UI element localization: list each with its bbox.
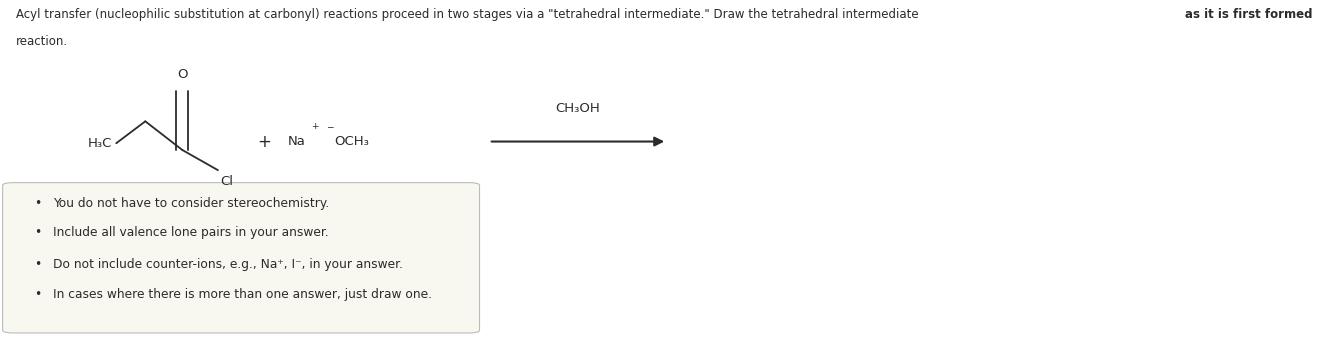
- Text: •: •: [34, 226, 41, 239]
- Text: CH₃OH: CH₃OH: [555, 101, 600, 115]
- Text: reaction.: reaction.: [16, 35, 67, 49]
- Text: +: +: [310, 122, 318, 131]
- Text: Acyl transfer (nucleophilic substitution at carbonyl) reactions proceed in two s: Acyl transfer (nucleophilic substitution…: [16, 8, 922, 22]
- Text: Na: Na: [288, 135, 306, 148]
- Text: In cases where there is more than one answer, just draw one.: In cases where there is more than one an…: [53, 288, 432, 301]
- Text: as it is first formed: as it is first formed: [1185, 8, 1313, 22]
- Text: OCH₃: OCH₃: [334, 135, 369, 148]
- Text: •: •: [34, 288, 41, 301]
- Text: +: +: [258, 132, 271, 151]
- Text: −: −: [326, 122, 334, 131]
- Text: •: •: [34, 197, 41, 210]
- Text: Cl: Cl: [221, 175, 234, 188]
- Text: You do not have to consider stereochemistry.: You do not have to consider stereochemis…: [53, 197, 329, 210]
- Text: Do not include counter-ions, e.g., Na⁺, I⁻, in your answer.: Do not include counter-ions, e.g., Na⁺, …: [53, 258, 403, 271]
- FancyBboxPatch shape: [3, 183, 480, 333]
- Text: Include all valence lone pairs in your answer.: Include all valence lone pairs in your a…: [53, 226, 329, 239]
- Text: H₃C: H₃C: [89, 137, 112, 150]
- Text: O: O: [177, 68, 188, 81]
- Text: •: •: [34, 258, 41, 271]
